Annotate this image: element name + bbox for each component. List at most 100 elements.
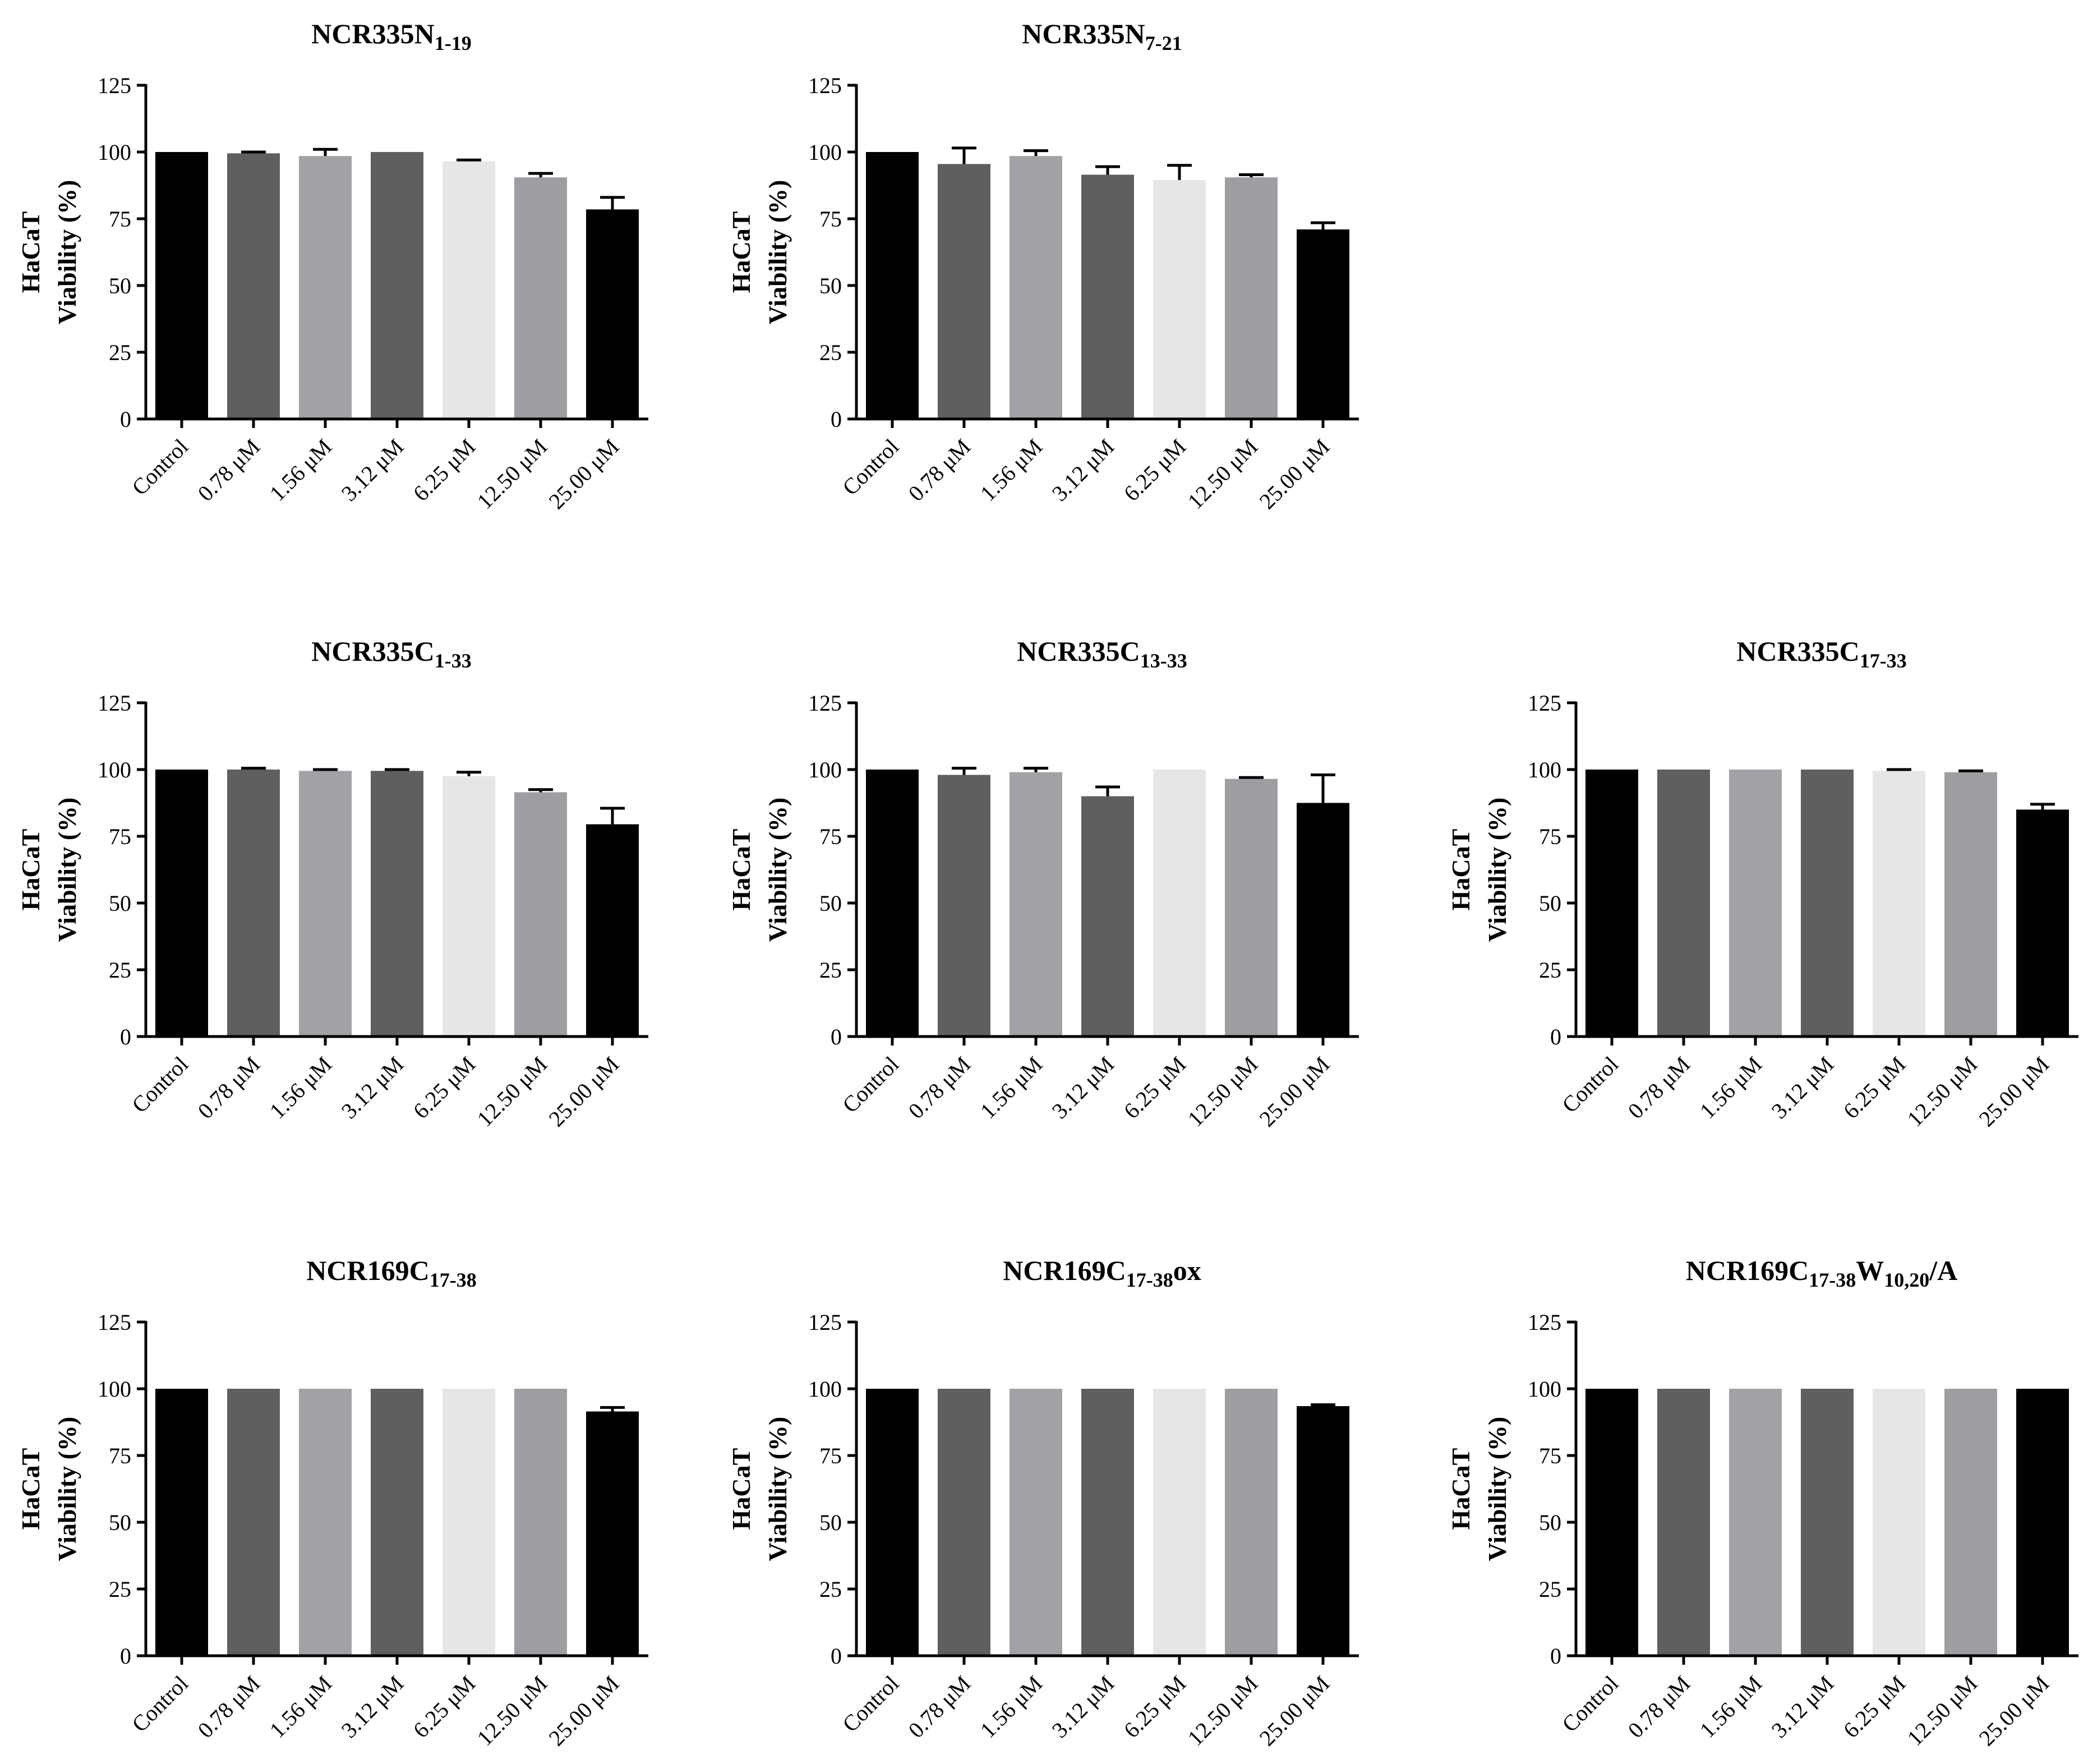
bar-4: [1081, 1389, 1134, 1656]
bar-5: [443, 161, 495, 419]
bar-5: [1873, 1389, 1925, 1656]
x-tick-label: 25.00 μM: [544, 1671, 624, 1751]
x-tick-label: 25.00 μM: [1974, 1671, 2054, 1751]
bar-3: [1010, 772, 1062, 1037]
bar-2: [1657, 1389, 1710, 1656]
x-tick-label: Control: [837, 434, 904, 500]
bar-2: [938, 1389, 990, 1656]
y-tick-label: 50: [1539, 891, 1561, 916]
y-tick-label: 25: [819, 1577, 842, 1602]
y-tick-label: 75: [109, 824, 131, 849]
chart-panel-1: NCR335N1-19 HaCaT Viability (%) 0 25 50 75 100 1…: [16, 18, 648, 514]
x-tick-label: 3.12 μM: [337, 1671, 409, 1743]
bar-1: [155, 152, 208, 419]
y-axis-label-line2: Viability (%): [763, 798, 792, 942]
y-axis-label-line1: HaCaT: [1446, 1448, 1475, 1530]
x-tick-label: 1.56 μM: [975, 1671, 1048, 1743]
y-tick-label: 0: [1550, 1024, 1561, 1049]
y-axis-label-line1: HaCaT: [1446, 829, 1475, 911]
x-tick-label: 3.12 μM: [1767, 1671, 1839, 1743]
bar-1: [1585, 1389, 1638, 1656]
y-tick-label: 100: [98, 140, 131, 165]
bar-3: [1010, 1389, 1062, 1656]
y-tick-label: 50: [109, 1510, 131, 1535]
y-tick-label: 0: [120, 407, 131, 432]
bar-4: [1801, 1389, 1854, 1656]
x-tick-label: 12.50 μM: [472, 1671, 552, 1751]
x-tick-label: 3.12 μM: [1047, 1052, 1119, 1124]
bar-2: [227, 770, 280, 1037]
x-tick-label: 12.50 μM: [472, 434, 552, 514]
chart-panel-9: NCR169C17-38W10,20/A HaCaT Viability (%) 0 2…: [1446, 1255, 2078, 1751]
y-tick-label: 125: [808, 690, 842, 716]
y-tick-label: 50: [819, 1510, 842, 1535]
chart-title: NCR169C17-38: [306, 1255, 476, 1291]
y-axis-label-line1: HaCaT: [16, 829, 45, 911]
y-tick-label: 100: [808, 757, 842, 782]
chart-panel-6: NCR335C17-33 HaCaT Viability (%) 0 25 50 75 100…: [1446, 635, 2078, 1131]
bar-7: [1297, 229, 1349, 419]
bar-4: [371, 771, 423, 1037]
x-tick-label: 1.56 μM: [265, 1671, 337, 1743]
bar-6: [1944, 1389, 1997, 1656]
y-tick-label: 100: [98, 1376, 131, 1402]
x-tick-label: 12.50 μM: [1183, 1052, 1263, 1132]
y-axis-label-line2: Viability (%): [763, 180, 792, 325]
x-tick-label: 25.00 μM: [1255, 1671, 1335, 1751]
x-tick-label: Control: [837, 1052, 904, 1118]
bar-1: [866, 770, 919, 1037]
y-tick-label: 0: [831, 407, 842, 432]
y-tick-label: 125: [1528, 690, 1561, 716]
x-tick-label: Control: [127, 434, 193, 500]
bar-5: [443, 776, 495, 1037]
y-tick-label: 25: [819, 957, 842, 983]
y-axis-label-line1: HaCaT: [16, 1448, 45, 1530]
bar-7: [586, 1411, 639, 1656]
chart-title: NCR335C1-33: [311, 635, 471, 672]
x-tick-label: 0.78 μM: [193, 1671, 265, 1743]
bar-7: [1297, 803, 1349, 1037]
y-tick-label: 75: [819, 824, 842, 849]
y-axis-label-line1: HaCaT: [727, 1448, 755, 1530]
x-tick-label: 1.56 μM: [975, 1052, 1048, 1124]
y-tick-label: 100: [808, 1376, 842, 1402]
y-tick-label: 0: [120, 1024, 131, 1049]
x-tick-label: 25.00 μM: [1974, 1052, 2054, 1132]
bar-7: [2016, 809, 2069, 1037]
bar-1: [1585, 770, 1638, 1037]
bar-5: [1153, 179, 1206, 419]
y-tick-label: 125: [808, 1310, 842, 1335]
y-tick-label: 100: [808, 140, 842, 165]
x-tick-label: 6.25 μM: [408, 434, 481, 506]
bar-4: [1081, 174, 1134, 419]
bar-3: [1729, 770, 1782, 1037]
x-tick-label: 0.78 μM: [193, 1052, 265, 1124]
x-tick-label: 6.25 μM: [1838, 1052, 1911, 1124]
chart-panel-4: NCR335C1-33 HaCaT Viability (%) 0 25 50 75 100 1…: [16, 635, 648, 1131]
x-tick-label: 3.12 μM: [1767, 1052, 1839, 1124]
x-tick-label: 6.25 μM: [408, 1671, 481, 1743]
y-tick-label: 125: [808, 73, 842, 98]
bar-1: [866, 1389, 919, 1656]
bar-7: [2016, 1389, 2069, 1656]
bar-5: [1153, 1389, 1206, 1656]
y-tick-label: 25: [1539, 957, 1561, 983]
x-tick-label: Control: [1557, 1671, 1623, 1737]
bar-3: [299, 771, 352, 1037]
y-tick-label: 0: [831, 1643, 842, 1669]
chart-title: NCR335C13-33: [1017, 635, 1187, 672]
bar-6: [514, 1389, 567, 1656]
x-tick-label: 1.56 μM: [1695, 1052, 1767, 1124]
x-tick-label: 6.25 μM: [1119, 1671, 1191, 1743]
bar-1: [155, 1389, 208, 1656]
y-tick-label: 25: [819, 340, 842, 365]
bar-4: [1081, 796, 1134, 1037]
x-tick-label: 0.78 μM: [904, 1052, 976, 1124]
y-axis-label-line1: HaCaT: [727, 829, 755, 911]
x-tick-label: 1.56 μM: [265, 1052, 337, 1124]
x-tick-label: 3.12 μM: [337, 1052, 409, 1124]
x-tick-label: 3.12 μM: [1047, 434, 1119, 506]
y-tick-label: 75: [109, 206, 131, 232]
bar-2: [227, 1389, 280, 1656]
